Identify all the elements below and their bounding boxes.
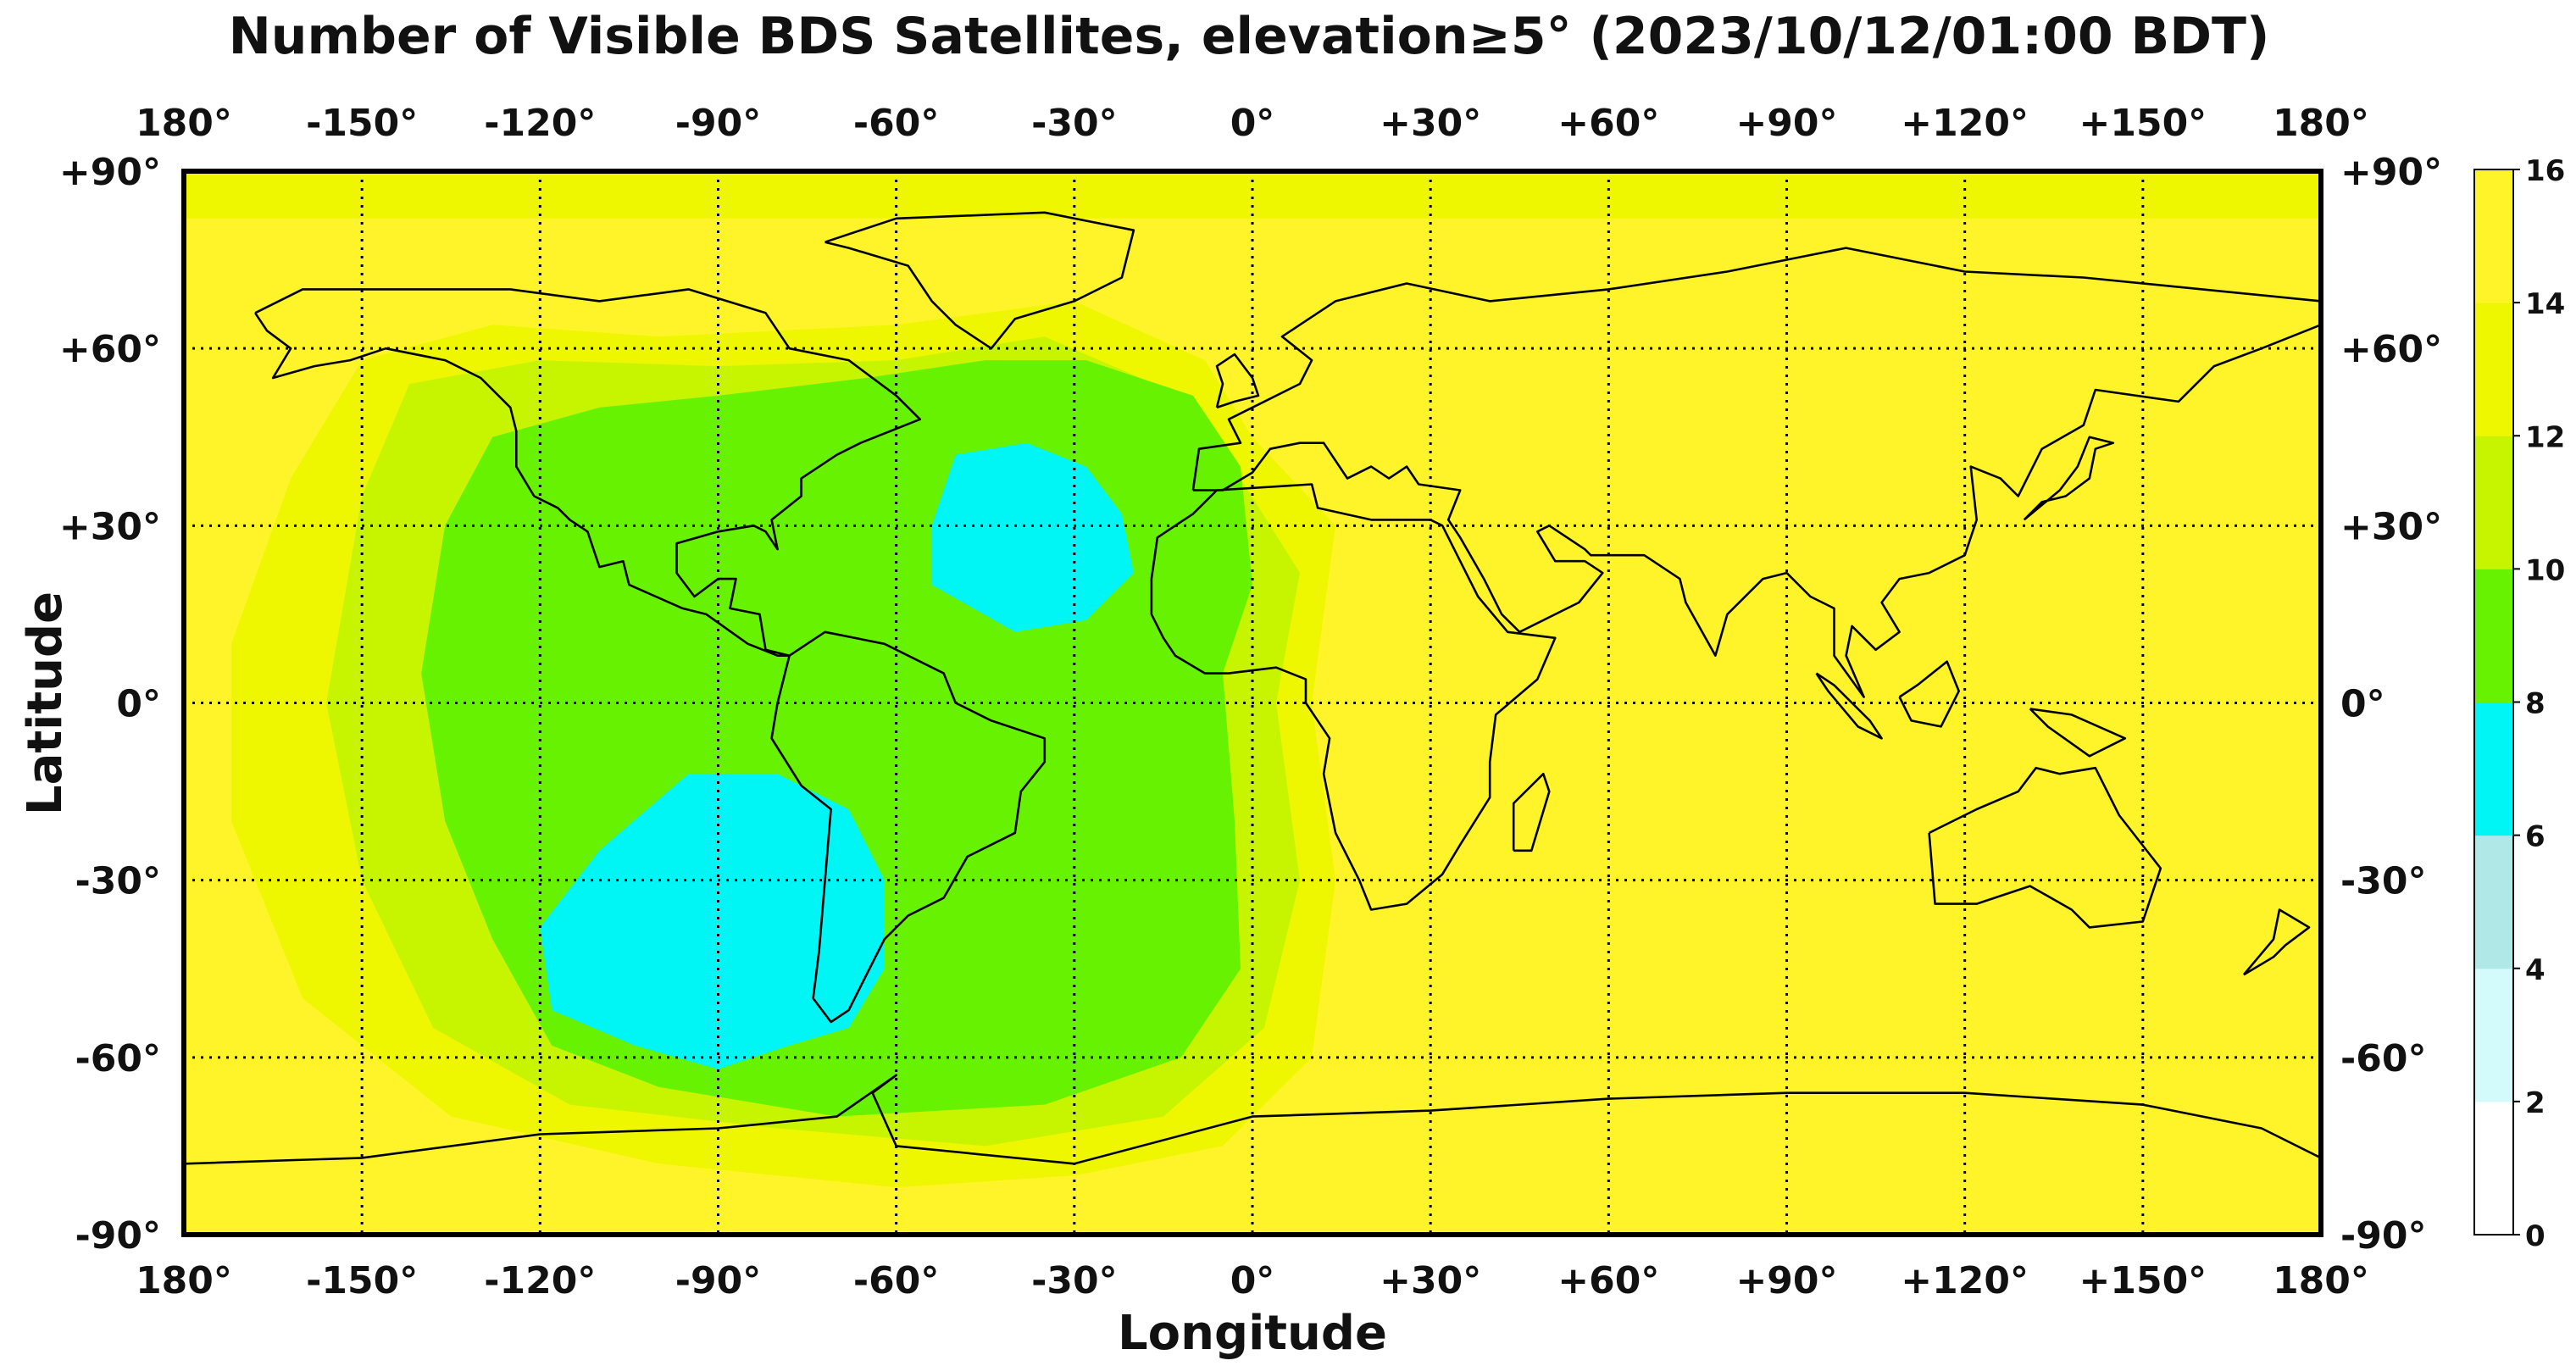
x-tick-label-top: +90° — [1735, 102, 1837, 145]
x-tick-label-bottom: +150° — [2079, 1259, 2207, 1302]
colorbar-tick-label: 12 — [2525, 420, 2565, 454]
grid-lines — [184, 171, 2321, 1235]
coastline-5 — [1512, 772, 1551, 852]
x-tick-label-bottom: -150° — [306, 1259, 418, 1302]
x-tick-label-bottom: -90° — [675, 1259, 762, 1302]
y-tick-label-left: +30° — [59, 505, 161, 548]
y-tick-label-right: 0° — [2340, 683, 2385, 726]
colorbar-tick-label: 8 — [2525, 687, 2545, 721]
y-tick-label-left: -60° — [75, 1037, 162, 1080]
coastline-8 — [2023, 436, 2115, 521]
x-tick-label-bottom: -60° — [853, 1259, 940, 1302]
colorbar-tick-label: 2 — [2525, 1086, 2545, 1120]
x-tick-label-bottom: 180° — [136, 1259, 232, 1302]
colorbar-band — [2474, 169, 2513, 303]
coastline-10 — [1215, 353, 1260, 409]
x-tick-label-bottom: -120° — [484, 1259, 596, 1302]
x-tick-label-bottom: +90° — [1735, 1259, 1837, 1302]
colorbar-tick-label: 4 — [2525, 953, 2545, 987]
coastline-13 — [2029, 708, 2127, 758]
x-tick-label-top: 180° — [136, 102, 232, 145]
x-tick-label-top: -150° — [306, 102, 418, 145]
map-frame — [181, 169, 2323, 1237]
y-tick-label-left: +90° — [59, 151, 161, 194]
y-tick-label-right: +60° — [2340, 328, 2442, 371]
x-tick-label-top: +60° — [1557, 102, 1659, 145]
coastline-9 — [2242, 908, 2311, 976]
x-tick-label-top: +150° — [2079, 102, 2207, 145]
axis-tick-labels: 180° 180° -150° -150° -120° -120° -90° -90° -60°… — [59, 102, 2442, 1302]
y-tick-label-left: -90° — [75, 1214, 162, 1258]
chart-title: Number of Visible BDS Satellites, elevat… — [229, 7, 2270, 66]
region-12-14-0 — [184, 171, 2321, 219]
colorbar-tick-label: 0 — [2525, 1219, 2545, 1253]
x-tick-label-top: 0° — [1230, 102, 1275, 145]
coastline-12 — [1898, 660, 1960, 728]
x-tick-label-bottom: 0° — [1230, 1259, 1275, 1302]
colorbar-band — [2474, 835, 2513, 969]
coastline-11 — [1815, 672, 1883, 740]
y-tick-label-right: +90° — [2340, 151, 2442, 194]
y-tick-label-right: -90° — [2340, 1214, 2427, 1258]
x-tick-label-bottom: +60° — [1557, 1259, 1659, 1302]
x-tick-label-top: +30° — [1380, 102, 1481, 145]
y-axis-label: Latitude — [18, 591, 73, 815]
x-tick-label-bottom: 180° — [2273, 1259, 2369, 1302]
x-tick-label-bottom: +120° — [1901, 1259, 2029, 1302]
colorbar-tick-label: 14 — [2525, 287, 2565, 321]
y-tick-label-left: -30° — [75, 860, 162, 903]
x-tick-label-top: +120° — [1901, 102, 2029, 145]
map-area — [181, 169, 2323, 1237]
coastline-3 — [1191, 247, 2323, 698]
x-tick-label-bottom: +30° — [1380, 1259, 1481, 1302]
colorbar-band — [2474, 569, 2513, 702]
x-tick-label-top: -60° — [853, 102, 940, 145]
satellite-count-regions — [184, 171, 2321, 1188]
y-tick-label-right: +30° — [2340, 505, 2442, 548]
y-tick-label-left: +60° — [59, 328, 161, 371]
coastline-1 — [824, 211, 1135, 350]
x-tick-label-top: -30° — [1031, 102, 1118, 145]
coastline-4 — [1150, 483, 1557, 911]
region-6-8-1 — [540, 774, 885, 1069]
y-tick-label-right: -30° — [2340, 860, 2427, 903]
x-tick-label-top: 180° — [2273, 102, 2369, 145]
colorbar-tick-label: 16 — [2525, 154, 2565, 188]
x-tick-label-bottom: -30° — [1031, 1259, 1118, 1302]
colorbar-tick-label: 10 — [2525, 553, 2565, 587]
x-axis-label: Longitude — [1118, 1306, 1387, 1361]
colorbar-band — [2474, 702, 2513, 836]
colorbar-band — [2474, 1101, 2513, 1236]
coastlines — [183, 211, 2323, 1165]
x-tick-label-top: -90° — [675, 102, 762, 145]
x-tick-label-top: -120° — [484, 102, 596, 145]
colorbar-tick-label: 6 — [2525, 820, 2545, 854]
colorbar-band — [2474, 303, 2513, 436]
y-tick-label-right: -60° — [2340, 1037, 2427, 1080]
region-6-8-0 — [931, 442, 1134, 632]
colorbar-band — [2474, 436, 2513, 569]
colorbar-band — [2474, 968, 2513, 1102]
colorbar: 0 2 4 6 8 10 12 14 16 — [2473, 154, 2565, 1253]
coastline-6 — [1928, 766, 2162, 929]
coastline-0 — [254, 288, 921, 658]
y-tick-label-left: 0° — [116, 683, 161, 726]
